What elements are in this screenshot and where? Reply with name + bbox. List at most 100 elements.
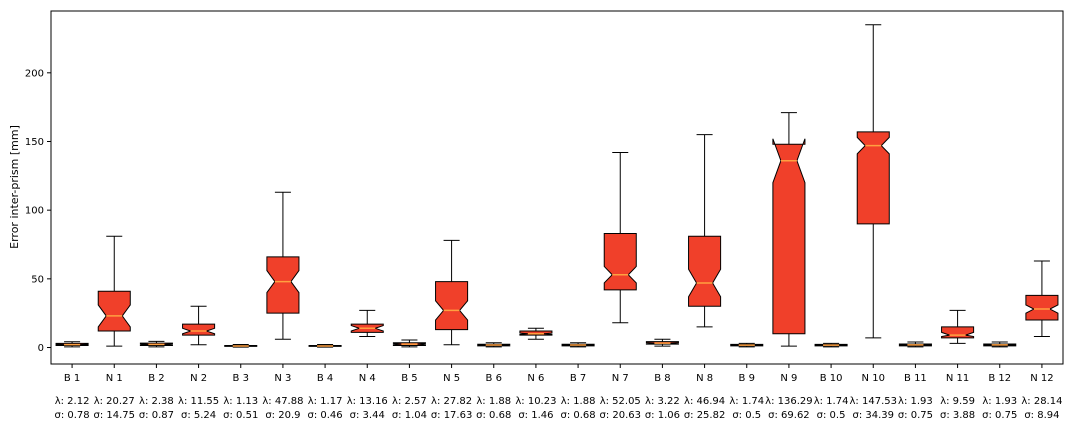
- lambda-label: λ: 13.16: [347, 396, 388, 407]
- y-axis-label: Error inter-prism [mm]: [8, 125, 21, 249]
- y-tick-label: 0: [38, 343, 44, 354]
- sigma-label: σ: 0.78: [55, 410, 90, 421]
- lambda-label: λ: 1.17: [308, 396, 343, 407]
- box-b-11: [898, 341, 932, 348]
- lambda-label: λ: 20.27: [94, 396, 135, 407]
- lambda-label: λ: 147.53: [850, 396, 897, 407]
- x-tick-label: B 11: [904, 373, 927, 384]
- x-tick-label: N 10: [862, 373, 885, 384]
- lambda-label: λ: 52.05: [600, 396, 641, 407]
- y-tick-label: 200: [25, 68, 44, 79]
- box-b-4: [308, 343, 342, 348]
- x-tick-label: B 1: [64, 373, 80, 384]
- x-tick-label: N 8: [696, 373, 713, 384]
- x-tick-label: B 5: [401, 373, 417, 384]
- box-b-2: [139, 340, 173, 348]
- x-tick-label: B 9: [739, 373, 755, 384]
- x-tick-label: B 6: [486, 373, 502, 384]
- box-body: [182, 323, 216, 336]
- boxes-layer: [55, 24, 1059, 348]
- sigma-label: σ: 14.75: [93, 410, 135, 421]
- box-n-8: [688, 134, 722, 328]
- sigma-label: σ: 0.68: [476, 410, 511, 421]
- lambda-label: λ: 2.12: [55, 396, 90, 407]
- sigma-label: σ: 0.75: [982, 410, 1017, 421]
- lambda-label: λ: 1.74: [814, 396, 849, 407]
- lambda-label: λ: 11.55: [178, 396, 219, 407]
- x-tick-label: N 11: [946, 373, 969, 384]
- sigma-label: σ: 25.82: [684, 410, 726, 421]
- box-n-10: [856, 24, 890, 339]
- box-body: [266, 256, 300, 314]
- box-n-9: [772, 112, 806, 347]
- sigma-label: σ: 0.75: [898, 410, 933, 421]
- box-n-11: [941, 309, 975, 344]
- box-body: [435, 281, 469, 331]
- box-n-7: [603, 151, 637, 324]
- sigma-label: σ: 3.88: [940, 410, 975, 421]
- lambda-label: λ: 1.93: [982, 396, 1017, 407]
- sigma-label: σ: 69.62: [768, 410, 810, 421]
- box-body: [941, 326, 975, 339]
- sigma-label: σ: 34.39: [852, 410, 894, 421]
- sigma-label: σ: 0.5: [732, 410, 761, 421]
- box-body: [97, 290, 131, 332]
- lambda-label: λ: 1.93: [898, 396, 933, 407]
- box-n-3: [266, 191, 300, 340]
- box-body: [603, 233, 637, 291]
- sigma-label: σ: 20.9: [265, 410, 300, 421]
- x-tick-label: N 4: [359, 373, 376, 384]
- lambda-label: λ: 28.14: [1021, 396, 1062, 407]
- box-body: [772, 138, 806, 335]
- y-tick-label: 50: [31, 274, 44, 285]
- x-tick-label: N 6: [527, 373, 544, 384]
- lambda-label: λ: 2.38: [139, 396, 174, 407]
- box-n-6: [519, 327, 553, 340]
- x-tick-label: N 5: [443, 373, 460, 384]
- sigma-label: σ: 5.24: [181, 410, 216, 421]
- x-tick-label: B 4: [317, 373, 333, 384]
- lambda-label: λ: 47.88: [262, 396, 303, 407]
- lambda-label: λ: 136.29: [765, 396, 812, 407]
- box-b-9: [730, 342, 764, 348]
- y-tick-label: 150: [25, 137, 44, 148]
- stats-annotations: λ: 2.12 σ: 0.78 λ: 20.27 σ: 14.75 λ: 2.38 σ: …: [55, 396, 1063, 421]
- x-tick-label: B 10: [820, 373, 843, 384]
- y-axis: 0 50 100 150 200: [25, 68, 51, 354]
- lambda-label: λ: 1.74: [729, 396, 764, 407]
- sigma-label: σ: 0.51: [223, 410, 258, 421]
- box-n-1: [97, 235, 131, 347]
- sigma-label: σ: 0.46: [308, 410, 343, 421]
- lambda-label: λ: 27.82: [431, 396, 472, 407]
- sigma-label: σ: 1.46: [518, 410, 553, 421]
- x-tick-label: B 12: [988, 373, 1011, 384]
- x-tick-label: B 3: [233, 373, 249, 384]
- lambda-label: λ: 10.23: [515, 396, 556, 407]
- x-tick-label: N 9: [780, 373, 797, 384]
- sigma-label: σ: 3.44: [350, 410, 385, 421]
- x-tick-label: B 8: [654, 373, 670, 384]
- sigma-label: σ: 1.06: [645, 410, 680, 421]
- plot-frame: [50, 10, 1064, 365]
- box-b-6: [477, 342, 511, 348]
- sigma-label: σ: 1.04: [392, 410, 427, 421]
- lambda-label: λ: 1.13: [223, 396, 258, 407]
- box-b-5: [392, 339, 426, 348]
- x-tick-label: B 2: [148, 373, 164, 384]
- box-b-8: [645, 338, 679, 347]
- box-b-12: [983, 341, 1017, 348]
- box-body: [856, 131, 890, 225]
- x-tick-label: N 3: [274, 373, 291, 384]
- lambda-label: λ: 46.94: [684, 396, 725, 407]
- x-tick-label: N 1: [106, 373, 123, 384]
- y-tick-label: 100: [25, 206, 44, 217]
- box-n-12: [1025, 260, 1059, 338]
- x-tick-label: N 2: [190, 373, 207, 384]
- box-b-1: [55, 341, 89, 348]
- lambda-label: λ: 9.59: [940, 396, 975, 407]
- sigma-label: σ: 0.5: [817, 410, 846, 421]
- box-body: [688, 235, 722, 307]
- box-n-5: [435, 239, 469, 346]
- sigma-label: σ: 0.68: [561, 410, 596, 421]
